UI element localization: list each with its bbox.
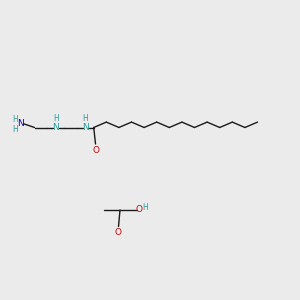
Text: H: H (13, 115, 19, 124)
Text: O: O (92, 146, 99, 154)
Text: H: H (83, 114, 88, 123)
Text: O: O (135, 206, 142, 214)
Text: H: H (13, 124, 19, 134)
Text: N: N (18, 119, 24, 128)
Text: H: H (142, 203, 148, 212)
Text: O: O (114, 228, 122, 237)
Text: H: H (53, 114, 59, 123)
Text: N: N (82, 123, 89, 132)
Text: N: N (52, 123, 59, 132)
